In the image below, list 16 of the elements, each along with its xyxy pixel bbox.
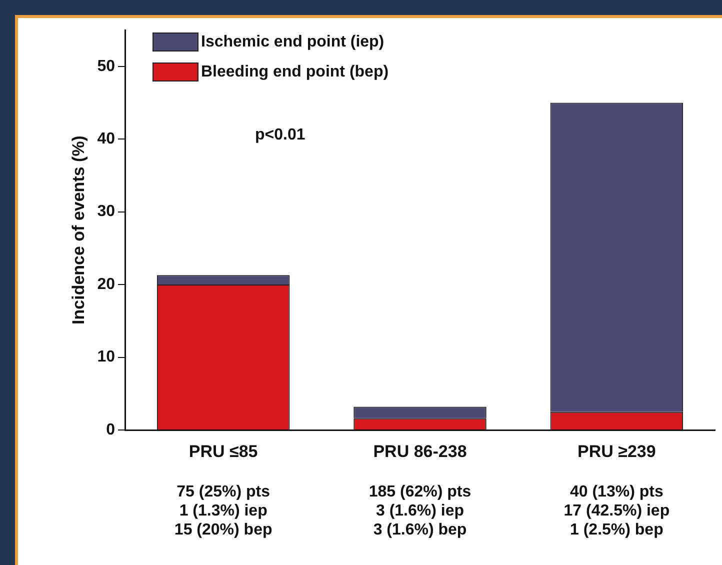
- y-tick-label: 0: [106, 421, 116, 438]
- y-tick-label: 50: [97, 58, 116, 75]
- y-axis-title: Incidence of events (%): [68, 136, 88, 324]
- y-tick-label: 30: [97, 203, 116, 220]
- y-tick-label: 10: [97, 348, 116, 366]
- y-tick-label: 40: [97, 130, 116, 148]
- legend-label: Bleeding end point (bep): [201, 63, 389, 80]
- annotation: p<0.01: [255, 126, 306, 144]
- text: 75 (25%) pts 1 (1.3%) iep 15 (20%) bep: [174, 483, 272, 538]
- x-tick-label: PRU ≤85: [188, 442, 258, 461]
- legend-label: Ischemic end point (iep): [201, 33, 384, 50]
- text: 40 (13%) pts 17 (42.5%) iep 1 (2.5%) bep: [564, 483, 670, 538]
- x-tick-label: PRU 86-238: [373, 442, 467, 461]
- x-tick-label: PRU ≥239: [578, 442, 656, 461]
- text: 185 (62%) pts 3 (1.6%) iep 3 (1.6%) bep: [368, 483, 472, 538]
- y-tick-label: 20: [97, 276, 116, 293]
